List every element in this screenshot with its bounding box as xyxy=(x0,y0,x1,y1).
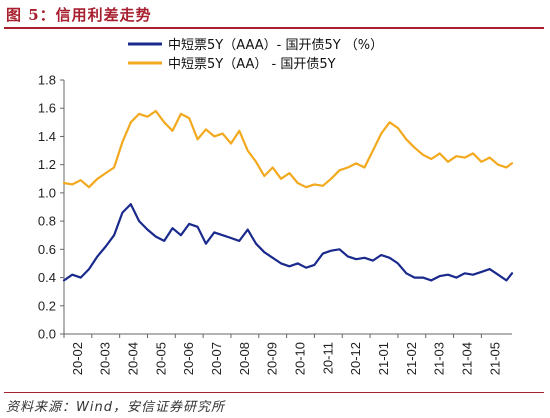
y-tick-label: 1.4 xyxy=(38,129,56,144)
y-tick-label: 1.8 xyxy=(38,73,56,88)
figure-title: 图 5：信用利差走势 xyxy=(6,6,152,24)
x-tick-label: 20-06 xyxy=(181,342,196,375)
x-tick-label: 20-10 xyxy=(293,342,308,375)
x-tick-label: 20-05 xyxy=(153,342,168,375)
y-tick-label: 1.0 xyxy=(38,185,56,200)
y-tick-label: 1.2 xyxy=(38,157,56,172)
y-tick-label: 0.2 xyxy=(38,298,56,313)
x-tick-label: 20-07 xyxy=(209,342,224,375)
x-tick-label: 20-04 xyxy=(126,342,141,375)
chart-legend: 中短票5Y（AAA）- 国开债5Y （%） 中短票5Y（AA） - 国开债5Y xyxy=(128,38,383,72)
y-tick-label: 0.8 xyxy=(38,214,56,229)
title-divider xyxy=(4,27,544,29)
chart-axes: 0.0 0.2 0.4 0.6 0.8 1.0 1.2 1.4 1.6 1.8 20-02 20-03… xyxy=(38,73,512,375)
series-line-aaa xyxy=(62,203,514,282)
x-tick-label: 21-05 xyxy=(487,342,502,375)
source-note: 资料来源：Wind，安信证券研究所 xyxy=(6,400,225,415)
x-tick-label: 21-04 xyxy=(459,342,474,375)
x-tick-label: 20-09 xyxy=(265,342,280,375)
y-tick-label: 0.0 xyxy=(38,327,56,342)
legend-label-aa: 中短票5Y（AA） - 国开债5Y xyxy=(168,57,336,72)
x-tick-label: 21-01 xyxy=(376,342,391,375)
x-tick-label: 20-08 xyxy=(237,342,252,375)
legend-label-aaa: 中短票5Y（AAA）- 国开债5Y （%） xyxy=(168,38,383,53)
series-layer xyxy=(62,109,514,282)
x-tick-label: 21-03 xyxy=(432,342,447,375)
x-tick-label: 20-11 xyxy=(320,342,335,374)
x-tick-label: 20-03 xyxy=(98,342,113,375)
source-divider xyxy=(4,392,544,393)
x-tick-label: 21-02 xyxy=(404,342,419,375)
y-tick-label: 0.6 xyxy=(38,242,56,257)
series-line-aa xyxy=(62,109,514,189)
x-tick-label: 20-12 xyxy=(348,342,363,375)
y-tick-label: 1.6 xyxy=(38,101,56,116)
y-tick-label: 0.4 xyxy=(38,270,56,285)
x-tick-label: 20-02 xyxy=(70,342,85,375)
